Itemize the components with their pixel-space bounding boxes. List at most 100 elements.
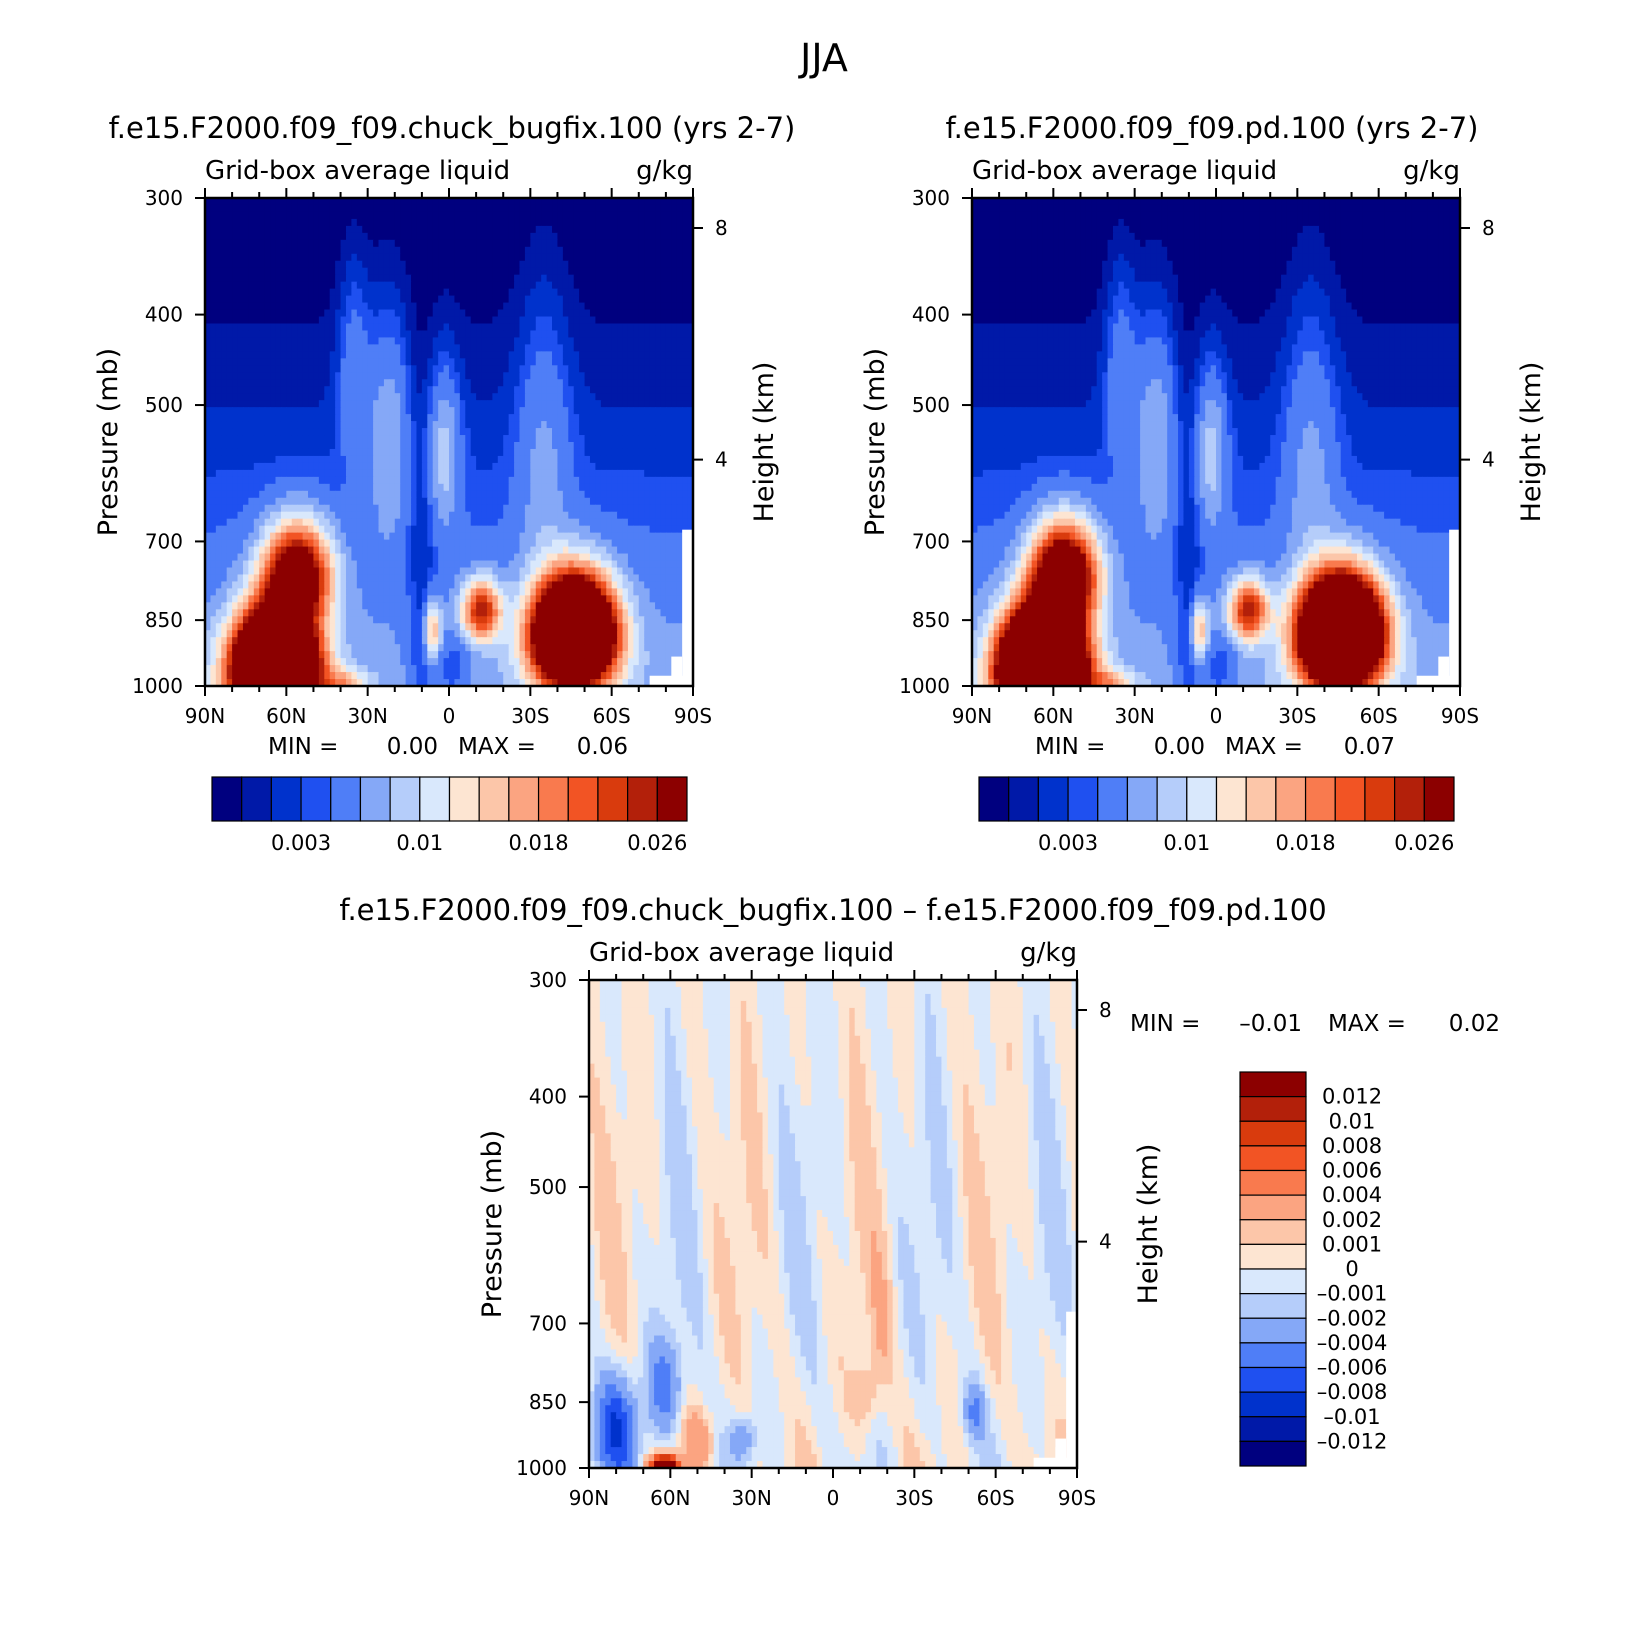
contour-cell <box>530 428 537 436</box>
contour-cell <box>682 379 689 387</box>
contour-cell <box>389 393 396 401</box>
contour-cell <box>215 309 222 318</box>
contour-cell <box>367 483 374 492</box>
contour-cell <box>205 295 212 304</box>
contour-cell <box>286 281 293 290</box>
contour-cell <box>611 218 618 227</box>
contour-cell <box>335 253 342 262</box>
contour-cell <box>519 553 526 562</box>
contour-cell <box>633 344 640 352</box>
contour-cell <box>242 288 249 297</box>
contour-cell <box>335 525 342 534</box>
contour-cell <box>270 435 277 443</box>
contour-cell <box>335 400 342 408</box>
contour-cell <box>270 365 277 373</box>
contour-cell <box>237 358 244 366</box>
contour-cell <box>302 518 309 527</box>
contour-cell <box>264 455 271 464</box>
contour-cell <box>535 302 542 311</box>
contour-cell <box>492 400 499 408</box>
contour-cell <box>378 462 385 471</box>
contour-cell <box>655 309 662 318</box>
contour-cell <box>351 302 358 311</box>
contour-cell <box>264 428 271 436</box>
contour-cell <box>416 476 423 485</box>
contour-cell <box>519 365 526 373</box>
contour-cell <box>454 295 461 304</box>
contour-cell <box>541 246 548 255</box>
contour-cell <box>611 246 618 255</box>
contour-cell <box>438 400 445 408</box>
contour-cell <box>530 442 537 450</box>
contour-cell <box>508 546 515 555</box>
contour-cell <box>568 525 575 534</box>
contour-cell <box>242 393 249 401</box>
contour-cell <box>324 476 331 485</box>
contour-cell <box>611 574 618 583</box>
contour-cell <box>557 435 564 443</box>
contour-cell <box>579 435 586 443</box>
contour-cell <box>655 476 662 485</box>
contour-cell <box>411 246 418 255</box>
contour-cell <box>476 379 483 387</box>
contour-cell <box>242 483 249 492</box>
contour-cell <box>584 246 591 255</box>
contour-cell <box>351 490 358 499</box>
contour-cell <box>335 358 342 366</box>
contour-cell <box>329 539 336 548</box>
contour-cell <box>530 518 537 527</box>
contour-cell <box>416 246 423 255</box>
contour-cell <box>497 274 504 283</box>
contour-cell <box>676 232 683 241</box>
contour-cell <box>584 574 591 583</box>
contour-cell <box>411 225 418 234</box>
contour-cell <box>356 323 363 332</box>
contour-cell <box>535 518 542 527</box>
contour-cell <box>481 316 488 325</box>
contour-cell <box>253 525 260 534</box>
contour-cell <box>600 448 607 457</box>
contour-cell <box>340 204 347 213</box>
contour-cell <box>280 462 287 471</box>
contour-cell <box>215 218 222 227</box>
contour-cell <box>400 295 407 304</box>
contour-cell <box>324 358 331 366</box>
contour-cell <box>373 428 380 436</box>
contour-cell <box>215 483 222 492</box>
contour-cell <box>318 455 325 464</box>
contour-cell <box>275 442 282 450</box>
contour-cell <box>340 421 347 429</box>
contour-cell <box>367 198 374 206</box>
contour-cell <box>541 372 548 380</box>
contour-cell <box>340 504 347 513</box>
contour-cell <box>530 469 537 478</box>
contour-cell <box>443 518 450 527</box>
contour-cell <box>584 539 591 548</box>
contour-cell <box>611 428 618 436</box>
contour-cell <box>302 442 309 450</box>
contour-cell <box>649 302 656 311</box>
contour-cell <box>378 323 385 332</box>
contour-cell <box>611 351 618 359</box>
contour-cell <box>546 239 553 248</box>
contour-cell <box>514 372 521 380</box>
contour-cell <box>622 455 629 464</box>
contour-cell <box>449 274 456 283</box>
contour-cell <box>660 539 667 548</box>
contour-cell <box>687 225 694 234</box>
contour-cell <box>378 448 385 457</box>
contour-cell <box>400 490 407 499</box>
contour-cell <box>541 497 548 506</box>
contour-cell <box>676 414 683 422</box>
contour-cell <box>676 253 683 262</box>
contour-cell <box>389 525 396 534</box>
contour-cell <box>519 274 526 283</box>
contour-cell <box>595 295 602 304</box>
contour-cell <box>411 316 418 325</box>
contour-cell <box>546 553 553 562</box>
contour-cell <box>568 421 575 429</box>
contour-cell <box>378 490 385 499</box>
contour-cell <box>291 253 298 262</box>
contour-cell <box>308 330 315 339</box>
contour-cell <box>226 316 233 325</box>
